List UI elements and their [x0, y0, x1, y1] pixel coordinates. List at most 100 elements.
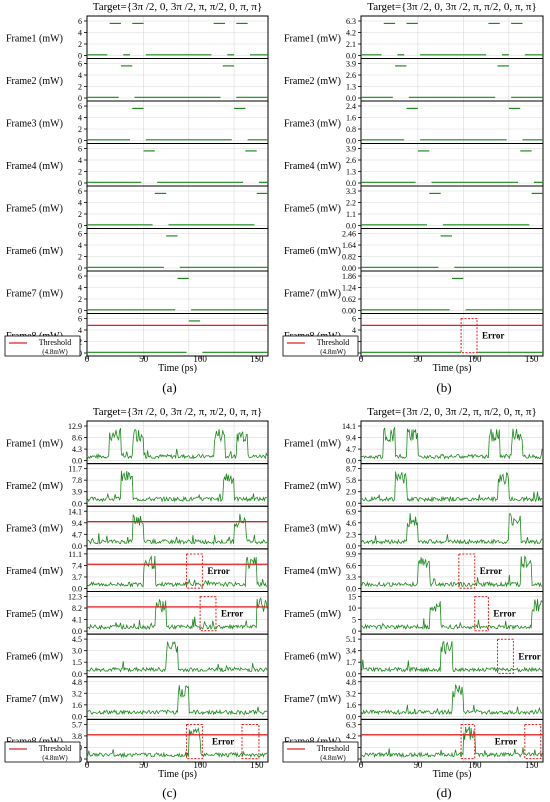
y-tick-label: 2 — [78, 83, 82, 92]
legend-box — [282, 335, 359, 357]
x-tick-label: 100 — [193, 760, 207, 770]
x-tick-label: 150 — [525, 354, 539, 364]
frame-box — [86, 15, 269, 59]
y-tick-label: 14.1 — [342, 422, 356, 431]
y-tick-label: 0.0 — [346, 222, 356, 231]
y-tick-label: 4 — [78, 284, 82, 293]
y-tick-label: 11.1 — [68, 550, 82, 559]
frame-box — [86, 228, 269, 272]
y-tick-label: 4 — [78, 29, 82, 38]
error-box — [458, 553, 476, 589]
frame-label: Frame7 (mW) — [284, 288, 341, 299]
frame-plot-5: 6 4 2 0 Frame5 (mW) — [6, 185, 269, 231]
y-tick-label: 4.2 — [346, 29, 356, 38]
y-tick-label: 11.7 — [68, 465, 82, 474]
frame-plot-1: 12.9 8.6 4.3 0.0 Frame1 (mW) — [6, 420, 269, 466]
frame-label: Frame6 (mW) — [284, 651, 341, 662]
frame-plot-2: 11.7 7.8 3.9 0.0 Frame2 (mW) — [6, 463, 269, 508]
y-tick-label: 6 — [78, 315, 82, 324]
frame-label: Frame7 (mW) — [6, 288, 63, 299]
panel-caption: (d) — [436, 785, 451, 800]
frame-box — [86, 718, 269, 763]
y-tick-label: 1.64 — [342, 241, 356, 250]
trace-line — [360, 598, 543, 631]
frame-label: Frame2 (mW) — [284, 76, 341, 87]
y-tick-label: 2 — [78, 253, 82, 262]
y-tick-label: 1.24 — [342, 284, 356, 293]
error-box — [524, 723, 542, 760]
frame-plot-3: 2.4 1.6 0.8 0.0 Frame3 (mW) — [284, 100, 544, 146]
error-box — [497, 638, 514, 674]
y-tick-label: 1.86 — [342, 272, 356, 281]
y-tick-label: 2.4 — [346, 102, 356, 111]
legend-sub-label: (4.8mW) — [320, 754, 346, 762]
frame-plot-7: 6 4 2 0 Frame7 (mW) — [6, 270, 269, 316]
frame-box — [360, 270, 544, 314]
y-tick-label: 3.2 — [346, 689, 356, 698]
y-tick-label: 2.6 — [346, 71, 356, 80]
y-tick-label: 1.3 — [346, 168, 356, 177]
legend-label: Threshold — [39, 338, 71, 347]
frame-box — [86, 143, 269, 187]
legend-box — [4, 335, 81, 357]
x-tick-label: 0 — [359, 760, 364, 770]
frame-plot-6: 6 4 2 0 Frame6 (mW) — [6, 228, 269, 273]
y-tick-label: 6.9 — [346, 507, 356, 516]
y-tick-label: 0 — [78, 94, 82, 103]
frame-box — [86, 548, 269, 592]
error-box — [186, 723, 203, 760]
trace-line — [87, 685, 268, 716]
frame-box — [360, 58, 544, 102]
trace-line — [360, 513, 543, 546]
y-tick-label: 3.4 — [346, 647, 356, 656]
error-label: Error — [495, 737, 517, 747]
frame-plot-4: 3.9 2.6 1.3 0.0 Frame4 (mW) — [284, 143, 544, 188]
y-tick-label: 3.9 — [346, 60, 356, 69]
frame-plot-4: 6 4 2 0 Frame4 (mW) — [6, 143, 269, 188]
x-tick-label: 0 — [359, 354, 364, 364]
frame-plot-4: 11.1 7.4 3.7 0.0 Frame4 (mW) Error — [6, 548, 269, 594]
trace-line — [86, 597, 268, 631]
y-tick-label: 0.0 — [346, 585, 356, 594]
trace-line — [86, 513, 268, 546]
y-tick-label: 5.1 — [346, 635, 356, 644]
y-tick-label: 3.9 — [72, 488, 82, 497]
frame-label: Frame2 (mW) — [6, 481, 63, 492]
y-tick-label: 0.0 — [72, 627, 82, 636]
y-tick-label: 4.5 — [72, 635, 82, 644]
y-tick-label: 0.0 — [346, 670, 356, 679]
frame-label: Frame7 (mW) — [284, 694, 341, 705]
frame-box — [360, 100, 544, 144]
frame-box — [360, 143, 544, 187]
y-tick-label: 2.3 — [346, 530, 356, 539]
trace-line — [86, 470, 268, 503]
y-tick-label: 6 — [78, 102, 82, 111]
y-tick-label: 4 — [78, 241, 82, 250]
y-tick-label: 4.2 — [346, 732, 356, 741]
error-box — [460, 318, 478, 354]
y-tick-label: 0.0 — [72, 499, 82, 508]
x-axis-label: Time (ps) — [433, 769, 472, 780]
trace-line — [360, 641, 543, 673]
y-tick-label: 0 — [78, 52, 82, 61]
y-tick-label: 5 — [352, 616, 356, 625]
legend-sub-label: (4.8mW) — [320, 348, 346, 356]
chart-title: Target={3π /2, 0, 3π /2, π, π/2, 0, π, π… — [93, 1, 263, 13]
frame-label: Frame6 (mW) — [6, 246, 63, 257]
error-box — [241, 723, 260, 760]
frame-plot-1: 6.3 4.2 2.1 0.0 Frame1 (mW) — [284, 15, 544, 61]
x-tick-label: 150 — [525, 760, 539, 770]
y-tick-label: 1.7 — [346, 658, 356, 667]
y-tick-label: 2.46 — [342, 230, 356, 239]
x-axis-label: Time (ps) — [158, 769, 197, 780]
frame-plot-6: 4.5 3.0 1.5 0.0 Frame6 (mW) — [6, 633, 269, 679]
panel-caption: (b) — [436, 380, 451, 395]
frame-label: Frame1 (mW) — [6, 33, 63, 44]
x-tick-label: 150 — [250, 354, 264, 364]
frame-plot-4: 9.9 6.6 3.3 0.0 Frame4 (mW) Error — [284, 548, 544, 594]
y-tick-label: 0.0 — [346, 52, 356, 61]
frame-label: Frame4 (mW) — [6, 161, 63, 172]
chart-title: Target={3π /2, 0, 3π /2, π, π/2, 0, π, π… — [367, 1, 537, 13]
